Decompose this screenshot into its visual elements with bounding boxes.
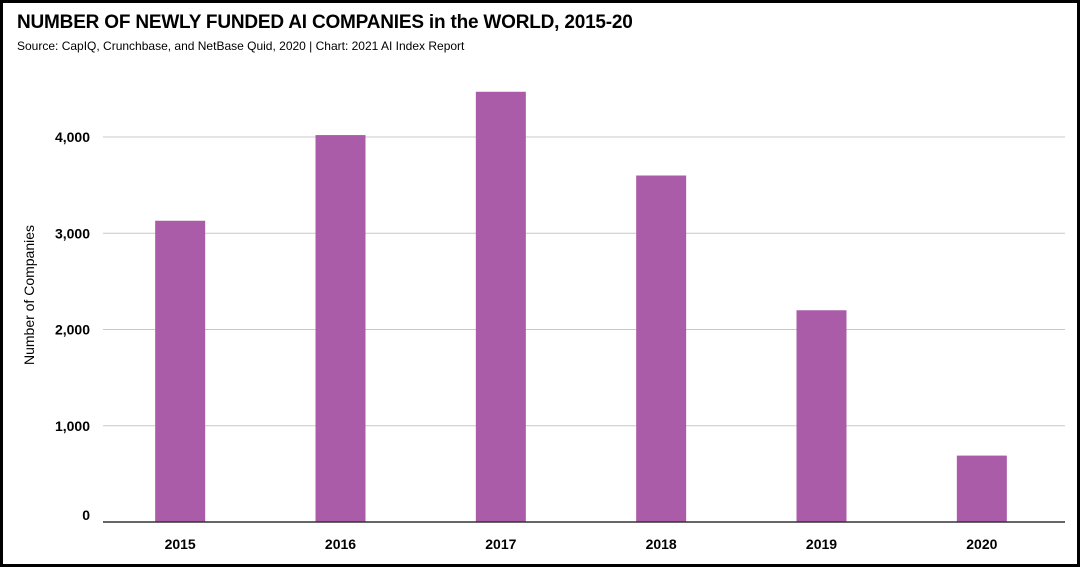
chart-subtitle: Source: CapIQ, Crunchbase, and NetBase Q… (17, 39, 465, 53)
y-tick-label: 1,000 (55, 418, 90, 434)
bars (155, 91, 1007, 523)
bar-2020 (956, 455, 1007, 522)
x-tick-label: 2020 (966, 536, 997, 552)
y-tick-label: 0 (82, 507, 90, 523)
y-axis-title: Number of Companies (21, 225, 37, 365)
bar-2015 (155, 220, 206, 523)
bar-2019 (796, 310, 847, 522)
chart-title: NUMBER OF NEWLY FUNDED AI COMPANIES in t… (17, 12, 633, 33)
x-tick-label: 2018 (646, 536, 677, 552)
bar-2016 (315, 135, 366, 522)
x-tick-labels: 2015 2016 2017 2018 2019 2020 (165, 536, 998, 552)
y-tick-label: 3,000 (55, 225, 90, 241)
x-tick-label: 2017 (485, 536, 516, 552)
gridlines (103, 136, 1065, 427)
bar-2017 (475, 91, 526, 522)
x-tick-label: 2015 (165, 536, 196, 552)
x-tick-label: 2016 (325, 536, 356, 552)
y-tick-label: 4,000 (55, 129, 90, 145)
y-tick-label: 2,000 (55, 322, 90, 338)
bar-2018 (636, 175, 687, 522)
y-tick-labels: 0 1,000 2,000 3,000 4,000 (55, 129, 90, 523)
x-tick-label: 2019 (806, 536, 837, 552)
